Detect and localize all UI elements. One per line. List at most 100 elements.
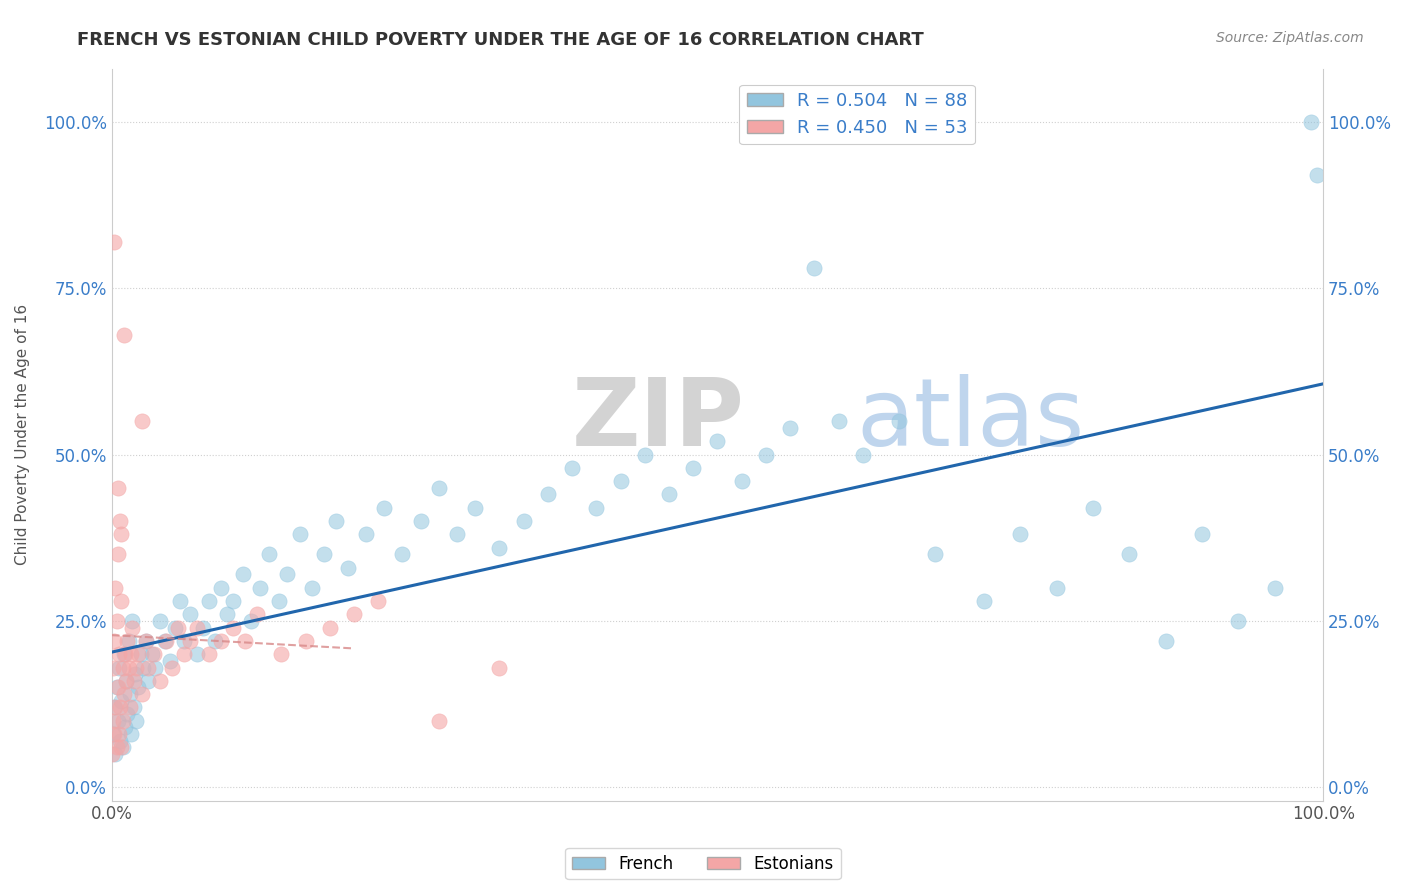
Point bbox=[117, 633, 139, 648]
Point bbox=[658, 487, 681, 501]
Point bbox=[115, 673, 138, 688]
Legend: R = 0.504   N = 88, R = 0.450   N = 53: R = 0.504 N = 88, R = 0.450 N = 53 bbox=[740, 85, 974, 145]
Point bbox=[104, 700, 127, 714]
Point bbox=[131, 414, 153, 428]
Point bbox=[827, 414, 849, 428]
Point bbox=[111, 740, 134, 755]
Point bbox=[427, 481, 450, 495]
Point bbox=[561, 460, 583, 475]
Point bbox=[973, 594, 995, 608]
Point bbox=[125, 714, 148, 728]
Point bbox=[731, 474, 754, 488]
Point bbox=[103, 235, 125, 249]
Point bbox=[105, 614, 128, 628]
Point bbox=[325, 514, 347, 528]
Point bbox=[1046, 581, 1069, 595]
Point bbox=[121, 621, 143, 635]
Point bbox=[118, 687, 141, 701]
Point bbox=[173, 633, 195, 648]
Point bbox=[124, 667, 146, 681]
Point bbox=[173, 647, 195, 661]
Point bbox=[136, 673, 159, 688]
Point bbox=[209, 581, 232, 595]
Point bbox=[101, 714, 124, 728]
Point bbox=[103, 727, 125, 741]
Point bbox=[100, 747, 122, 761]
Point bbox=[537, 487, 560, 501]
Point bbox=[288, 527, 311, 541]
Point bbox=[149, 673, 172, 688]
Point bbox=[373, 500, 395, 515]
Point bbox=[149, 614, 172, 628]
Point bbox=[1081, 500, 1104, 515]
Point bbox=[1154, 633, 1177, 648]
Point bbox=[110, 733, 132, 747]
Point bbox=[110, 514, 132, 528]
Point bbox=[779, 421, 801, 435]
Point bbox=[118, 660, 141, 674]
Point bbox=[446, 527, 468, 541]
Point bbox=[112, 687, 135, 701]
Point bbox=[852, 448, 875, 462]
Point bbox=[1264, 581, 1286, 595]
Point bbox=[163, 621, 186, 635]
Point bbox=[114, 647, 136, 661]
Point bbox=[110, 700, 132, 714]
Point bbox=[215, 607, 238, 622]
Point bbox=[232, 567, 254, 582]
Point bbox=[118, 700, 141, 714]
Point bbox=[1306, 168, 1329, 182]
Point bbox=[112, 327, 135, 342]
Point bbox=[1010, 527, 1032, 541]
Point bbox=[1191, 527, 1213, 541]
Point bbox=[755, 448, 778, 462]
Point bbox=[110, 594, 132, 608]
Point bbox=[1227, 614, 1250, 628]
Point bbox=[609, 474, 631, 488]
Point bbox=[312, 547, 335, 561]
Point bbox=[267, 594, 290, 608]
Point bbox=[127, 647, 149, 661]
Text: ZIP: ZIP bbox=[572, 374, 745, 466]
Point bbox=[191, 621, 214, 635]
Point bbox=[111, 660, 134, 674]
Point bbox=[131, 687, 153, 701]
Point bbox=[343, 607, 366, 622]
Text: atlas: atlas bbox=[856, 374, 1085, 466]
Point bbox=[354, 527, 377, 541]
Point bbox=[209, 633, 232, 648]
Point bbox=[249, 581, 271, 595]
Point bbox=[706, 434, 728, 449]
Point bbox=[122, 700, 145, 714]
Point bbox=[169, 594, 191, 608]
Point bbox=[107, 681, 129, 695]
Point bbox=[108, 727, 131, 741]
Legend: French, Estonians: French, Estonians bbox=[565, 848, 841, 880]
Point bbox=[110, 694, 132, 708]
Point bbox=[197, 594, 219, 608]
Point bbox=[143, 647, 166, 661]
Point bbox=[270, 647, 292, 661]
Point bbox=[889, 414, 911, 428]
Point bbox=[257, 547, 280, 561]
Point bbox=[143, 660, 166, 674]
Point bbox=[103, 700, 125, 714]
Point bbox=[101, 660, 124, 674]
Point bbox=[132, 660, 155, 674]
Point bbox=[512, 514, 534, 528]
Point bbox=[105, 681, 128, 695]
Point bbox=[464, 500, 486, 515]
Point bbox=[135, 633, 157, 648]
Point bbox=[186, 621, 208, 635]
Point bbox=[112, 647, 135, 661]
Point bbox=[104, 581, 127, 595]
Point bbox=[120, 727, 142, 741]
Point bbox=[488, 660, 510, 674]
Point bbox=[104, 747, 127, 761]
Point bbox=[336, 560, 359, 574]
Point bbox=[634, 448, 657, 462]
Point bbox=[367, 594, 389, 608]
Point bbox=[682, 460, 704, 475]
Point bbox=[197, 647, 219, 661]
Text: Source: ZipAtlas.com: Source: ZipAtlas.com bbox=[1216, 31, 1364, 45]
